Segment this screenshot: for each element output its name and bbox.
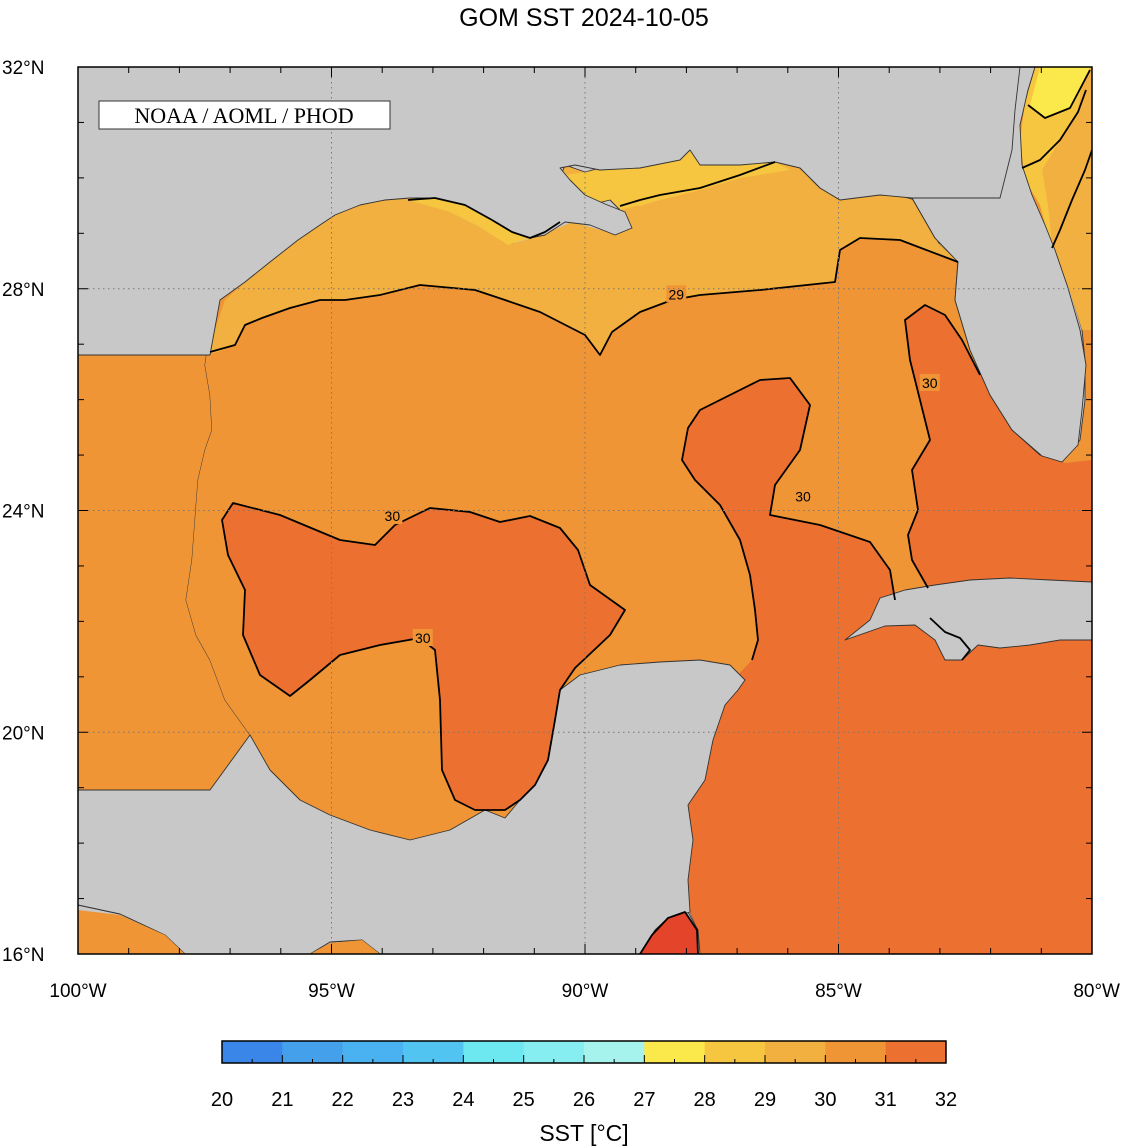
- colorbar-tick-label: 20: [211, 1089, 233, 1111]
- colorbar-tick-label: 32: [935, 1089, 957, 1111]
- sst-band-30-31-west: [222, 503, 625, 810]
- isotherm-30-loop: [681, 377, 896, 661]
- colorbar-segment: [523, 1041, 555, 1063]
- latitude-tick-label: 28°N: [2, 280, 44, 301]
- colorbar-segment: [372, 1041, 404, 1063]
- isotherm-lines: [209, 69, 1092, 954]
- isotherm-28-mississippi: [619, 161, 776, 207]
- isotherm-label: 30: [385, 508, 401, 524]
- land-yucatan-coast: [78, 659, 746, 954]
- sst-band-30-31-florida-shelf: [905, 305, 1092, 595]
- isotherm-30-cuba: [929, 617, 971, 661]
- longitude-labels: 100°W 95°W 90°W 85°W 80°W: [49, 981, 1120, 1002]
- isotherm-label-bg: [793, 487, 814, 505]
- longitude-tick-label: 90°W: [562, 981, 609, 1002]
- isotherm-28-florida-east: [1027, 69, 1091, 119]
- isotherm-label: 30: [415, 630, 431, 646]
- sst-band-30-31-east: [682, 378, 1092, 954]
- isotherm-30-florida: [904, 304, 981, 589]
- longitude-tick-label: 95°W: [308, 981, 355, 1002]
- sst-band-27-28-mississippi: [565, 150, 790, 206]
- colorbar-segment: [553, 1041, 585, 1063]
- latitude-tick-label: 20°N: [2, 723, 44, 744]
- sst-band-florida-east-26-27: [1030, 67, 1090, 118]
- credit-box-frame: [98, 100, 391, 130]
- sst-band-28-29-shelf: [205, 162, 958, 355]
- longitude-tick-label: 100°W: [49, 981, 106, 1002]
- colorbar-segment: [282, 1041, 313, 1063]
- colorbar-tick-label: 23: [392, 1089, 414, 1111]
- latitude-tick-label: 32°N: [2, 58, 44, 79]
- colorbar-tick-label: 30: [814, 1089, 836, 1111]
- isotherm-label: 29: [668, 286, 684, 302]
- colorbar-tick-label: 22: [332, 1089, 354, 1111]
- sst-band-29-30-s: [310, 940, 380, 954]
- colorbar-segment: [915, 1041, 947, 1063]
- colorbar-segment: [312, 1041, 344, 1063]
- colorbar-segment: [795, 1041, 826, 1063]
- land-cuba: [844, 577, 1092, 661]
- isotherm-label-bg: [382, 507, 403, 525]
- colorbar-segment: [403, 1041, 434, 1063]
- longitude-tick-label: 80°W: [1073, 981, 1120, 1002]
- latitude-labels: 32°N 28°N 24°N 20°N 16°N: [2, 58, 44, 966]
- isotherm-label-bg: [412, 629, 433, 647]
- colorbar-segment: [342, 1041, 374, 1063]
- colorbar-tick-label: 27: [633, 1089, 655, 1111]
- colorbar-segment: [222, 1041, 253, 1063]
- credit-box: NOAA / AOML / PHOD: [98, 100, 391, 130]
- isotherm-31-honduras: [639, 911, 699, 954]
- credit-text: NOAA / AOML / PHOD: [134, 103, 353, 128]
- isotherm-label: 30: [795, 489, 811, 505]
- colorbar-segment: [493, 1041, 525, 1063]
- colorbar-tick-label: 29: [754, 1089, 776, 1111]
- latitude-tick-label: 24°N: [2, 502, 44, 523]
- colorbar-segment: [704, 1041, 736, 1063]
- land-florida-peninsula: [911, 67, 1087, 463]
- frame-tick-marks: [77, 66, 1093, 955]
- colorbar-tick-label: 31: [875, 1089, 897, 1111]
- graticule: [78, 67, 1092, 954]
- colorbar-segment: [614, 1041, 645, 1063]
- colorbar-segment: [885, 1041, 917, 1063]
- colorbar-segment: [825, 1041, 856, 1063]
- isotherm-29-florida-east: [1021, 89, 1087, 169]
- longitude-tick-label: 85°W: [815, 981, 862, 1002]
- isotherm-label-bg: [919, 373, 940, 391]
- colorbar-segment: [252, 1041, 283, 1063]
- isotherm-label: 30: [922, 375, 938, 391]
- isotherm-labels: 29 30 30 30 30: [382, 285, 940, 647]
- sst-band-27-28-shelf: [408, 198, 530, 245]
- colorbar-segment: [734, 1041, 766, 1063]
- isotherm-29-north: [209, 237, 959, 356]
- colorbar-segment: [584, 1041, 615, 1063]
- colorbar-tick-label: 28: [694, 1089, 716, 1111]
- sst-band-31-32-gulf-of-honduras: [640, 912, 698, 954]
- map-title: GOM SST 2024-10-05: [459, 4, 709, 32]
- map-plot-area: [78, 67, 1092, 954]
- colorbar: 20 21 22 23 24 25 26 27 28 29 30 31 32: [211, 1040, 957, 1111]
- isotherm-28-louisiana: [407, 197, 561, 239]
- colorbar-segment: [463, 1041, 494, 1063]
- latitude-tick-label: 16°N: [2, 945, 44, 966]
- colorbar-tick-label: 25: [513, 1089, 535, 1111]
- isotherm-label-bg: [666, 285, 687, 303]
- colorbar-segment: [855, 1041, 887, 1063]
- isotherm-29-florida-east-b: [1051, 149, 1092, 249]
- sst-band-florida-east-28-29: [1042, 67, 1092, 330]
- colorbar-tick-label: 21: [271, 1089, 293, 1111]
- colorbar-segment: [433, 1041, 464, 1063]
- colorbar-segment: [644, 1041, 675, 1063]
- colorbar-segment: [765, 1041, 796, 1063]
- colorbar-segment: [674, 1041, 706, 1063]
- sst-band-29-30-sw: [78, 910, 185, 954]
- colorbar-tick-label: 26: [573, 1089, 595, 1111]
- isotherm-30-west: [221, 502, 626, 811]
- colorbar-label: SST [°C]: [539, 1120, 628, 1146]
- colorbar-tick-label: 24: [452, 1089, 474, 1111]
